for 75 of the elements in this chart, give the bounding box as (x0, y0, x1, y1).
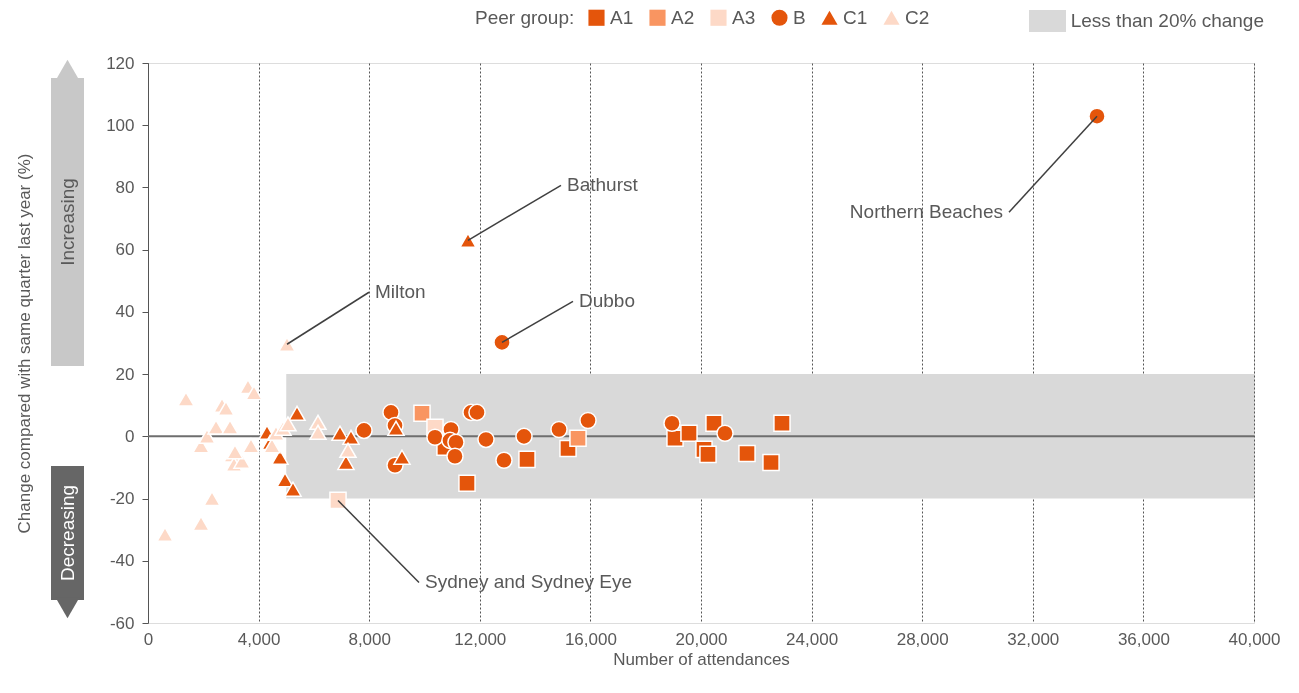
point (279, 416, 297, 432)
point (468, 403, 486, 422)
x-tick-label: 8,000 (348, 629, 391, 649)
point (699, 445, 717, 464)
point (339, 442, 357, 459)
x-tick-label: 28,000 (896, 629, 949, 649)
legend-label: Less than 20% change (1070, 10, 1264, 31)
legend-label: C1 (843, 6, 868, 28)
x-tick-label: 36,000 (1117, 629, 1170, 649)
y-tick-label: -60 (109, 613, 135, 633)
y-tick-label: 20 (115, 364, 135, 384)
point (288, 405, 306, 422)
y-axis-title: Change compared with same quarter last year (%) (15, 153, 35, 534)
x-tick-label: 0 (143, 629, 154, 649)
point (518, 450, 536, 469)
legend-label: B (793, 6, 806, 28)
point (579, 411, 597, 430)
point (493, 333, 511, 352)
point (515, 427, 533, 446)
point (550, 420, 568, 439)
point (458, 474, 476, 493)
point (569, 429, 587, 448)
point (342, 429, 360, 445)
point (242, 437, 260, 454)
point (738, 444, 756, 463)
x-tick-label: 4,000 (237, 629, 281, 649)
x-tick-label: 16,000 (564, 629, 617, 649)
legend-title: Peer group: (475, 7, 575, 28)
point (773, 414, 791, 433)
point (276, 472, 294, 488)
point (329, 491, 347, 510)
point (495, 451, 513, 470)
point (680, 424, 698, 443)
legend-label: A2 (671, 6, 695, 28)
point (447, 433, 465, 452)
x-tick-label: 40,000 (1228, 629, 1281, 649)
annotation: Sydney and Sydney Eye (425, 571, 633, 593)
text: Decreasing (56, 484, 78, 582)
point (716, 424, 734, 443)
point (245, 385, 263, 401)
y-tick-label: 80 (115, 177, 135, 197)
annotation: Milton (375, 281, 426, 303)
point (446, 447, 464, 466)
point (309, 424, 327, 441)
x-tick-label: 32,000 (1007, 629, 1060, 649)
y-tick-label: 0 (125, 426, 135, 446)
y-tick-label: 100 (106, 115, 135, 135)
legend-label: A1 (610, 6, 634, 28)
point (413, 404, 431, 423)
y-tick-label: 60 (115, 240, 135, 260)
point (355, 421, 373, 440)
text: Increasing (56, 178, 78, 266)
point (762, 453, 780, 472)
x-tick-label: 24,000 (786, 629, 839, 649)
annotation: Northern Beaches (849, 201, 1003, 223)
point (393, 449, 411, 465)
point (705, 414, 723, 433)
point (426, 428, 444, 447)
y-tick-label: -40 (109, 551, 135, 571)
legend-label: A3 (732, 6, 756, 28)
point (284, 481, 302, 497)
point (663, 414, 681, 433)
point (1088, 107, 1106, 125)
x-axis-title: Number of attendances (613, 649, 790, 669)
point (387, 420, 405, 436)
x-tick-label: 20,000 (675, 629, 728, 649)
point (477, 430, 495, 449)
y-tick-label: 40 (115, 302, 135, 322)
y-tick-label: 120 (106, 53, 135, 73)
point (331, 425, 349, 441)
annotation: Dubbo (579, 290, 635, 312)
legend-label: C2 (905, 6, 930, 28)
y-tick-label: -20 (109, 489, 135, 509)
x-tick-label: 12,000 (454, 629, 507, 649)
annotation: Bathurst (566, 174, 639, 196)
